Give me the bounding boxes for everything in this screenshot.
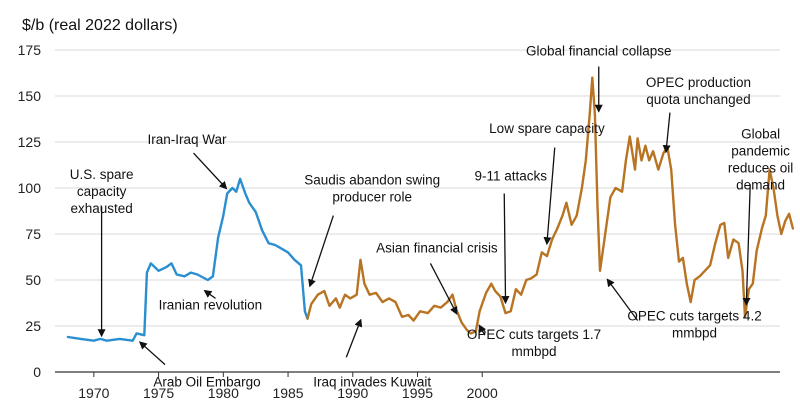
annotation-label: Low spare capacity xyxy=(489,121,605,136)
annotation-label: 9-11 attacks xyxy=(474,169,547,184)
annotation-label: Iran-Iraq War xyxy=(148,132,228,147)
annotation-arrow xyxy=(138,341,166,366)
annotation-label: U.S. spare xyxy=(70,167,134,182)
series-line xyxy=(66,177,309,342)
annotation-arrow xyxy=(429,263,458,315)
annotation: Iraq invades Kuwait xyxy=(313,318,431,390)
annotation-label: mmbpd xyxy=(672,325,717,340)
x-tick-label: 1990 xyxy=(337,385,368,401)
annotation: Iran-Iraq War xyxy=(148,132,228,190)
annotation-label: OPEC cuts targets 1.7 xyxy=(467,327,601,342)
annotation: Low spare capacity xyxy=(489,121,605,246)
y-axis-unit-label: $/b (real 2022 dollars) xyxy=(22,17,178,34)
annotation: OPEC production quota unchanged xyxy=(646,75,751,154)
annotation-arrow xyxy=(606,278,639,321)
gridlines xyxy=(55,49,780,373)
annotation: 9-11 attacks xyxy=(474,169,547,305)
y-axis-ticks: 0 25 50 75 100 125 150 175 xyxy=(18,42,42,380)
x-tick-label: 1970 xyxy=(78,385,109,401)
x-tick-label: 1995 xyxy=(402,385,433,401)
annotation: Global pandemic reduces oil demand xyxy=(728,126,793,306)
annotation-arrow xyxy=(662,112,671,154)
x-axis-ticks: 1970 1975 1980 1985 1990 1995 2000 xyxy=(78,372,498,401)
annotation-label: capacity xyxy=(77,184,127,199)
annotation-label: Iranian revolution xyxy=(159,297,263,312)
annotation: Saudis abandon swing producer role xyxy=(304,172,440,288)
series-line xyxy=(306,76,795,335)
annotation-arrow xyxy=(308,215,334,288)
annotation-arrow xyxy=(478,324,487,336)
annotation-arrow xyxy=(501,193,510,305)
x-tick-label: 1985 xyxy=(272,385,303,401)
annotation-label: Global financial collapse xyxy=(526,44,672,59)
x-tick-label: 1975 xyxy=(143,385,174,401)
annotation: Iranian revolution xyxy=(159,289,263,312)
x-tick-label: 1980 xyxy=(208,385,239,401)
y-tick-label: 25 xyxy=(25,318,41,334)
annotation-arrow xyxy=(345,318,363,358)
annotation: OPEC cuts targets 1.7 mmbpd xyxy=(467,324,601,359)
annotation-label: Arab Oil Embargo xyxy=(153,375,260,390)
annotation: Global financial collapse xyxy=(526,44,672,113)
annotation-label: demand xyxy=(736,177,785,192)
annotation-label: pandemic xyxy=(731,143,790,158)
annotation-label: Saudis abandon swing xyxy=(304,172,440,187)
annotation-label: OPEC production xyxy=(646,75,751,90)
annotation-label: Iraq invades Kuwait xyxy=(313,375,431,390)
annotation: Asian financial crisis xyxy=(376,240,498,315)
series-lines xyxy=(66,76,795,342)
annotation-arrow xyxy=(543,147,556,246)
annotation-label: OPEC cuts targets 4.2 xyxy=(627,308,761,323)
y-tick-label: 175 xyxy=(18,42,42,58)
annotation-label: reduces oil xyxy=(728,160,793,175)
y-tick-label: 75 xyxy=(25,226,41,242)
annotation-arrow xyxy=(742,184,751,306)
y-tick-label: 125 xyxy=(18,134,42,150)
annotation-label: producer role xyxy=(332,189,412,204)
annotation: OPEC cuts targets 4.2 mmbpd xyxy=(606,278,762,340)
y-tick-label: 150 xyxy=(18,88,42,104)
y-tick-label: 100 xyxy=(18,180,42,196)
annotation-label: quota unchanged xyxy=(646,92,750,107)
annotation-label: Asian financial crisis xyxy=(376,240,498,255)
x-tick-label: 2000 xyxy=(467,385,498,401)
annotation-label: mmbpd xyxy=(512,344,557,359)
y-tick-label: 50 xyxy=(25,272,41,288)
annotation: Arab Oil Embargo xyxy=(138,341,261,390)
annotation-arrow xyxy=(203,289,216,299)
annotation-arrow xyxy=(193,152,228,190)
y-tick-label: 0 xyxy=(33,364,41,380)
annotation-label: Global xyxy=(741,126,780,141)
